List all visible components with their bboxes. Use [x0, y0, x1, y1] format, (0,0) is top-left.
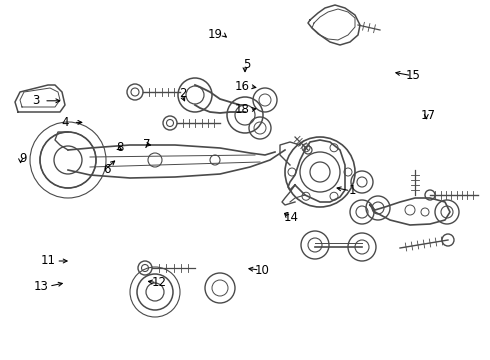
Text: 8: 8: [116, 141, 123, 154]
Text: 16: 16: [234, 80, 249, 93]
Text: 10: 10: [254, 264, 269, 276]
Text: 12: 12: [151, 276, 166, 289]
Text: 17: 17: [421, 109, 436, 122]
Text: 15: 15: [406, 69, 421, 82]
Text: 5: 5: [244, 58, 251, 71]
Text: 13: 13: [33, 280, 49, 293]
Text: 1: 1: [348, 184, 356, 197]
Text: 6: 6: [103, 163, 111, 176]
Text: 9: 9: [19, 152, 26, 165]
Text: 3: 3: [32, 94, 40, 107]
Text: 18: 18: [234, 103, 249, 116]
Text: 4: 4: [62, 116, 69, 129]
Text: 7: 7: [143, 138, 150, 150]
Text: 14: 14: [284, 211, 298, 224]
Text: 19: 19: [207, 28, 222, 41]
Text: 2: 2: [179, 87, 187, 100]
Text: 11: 11: [41, 255, 56, 267]
